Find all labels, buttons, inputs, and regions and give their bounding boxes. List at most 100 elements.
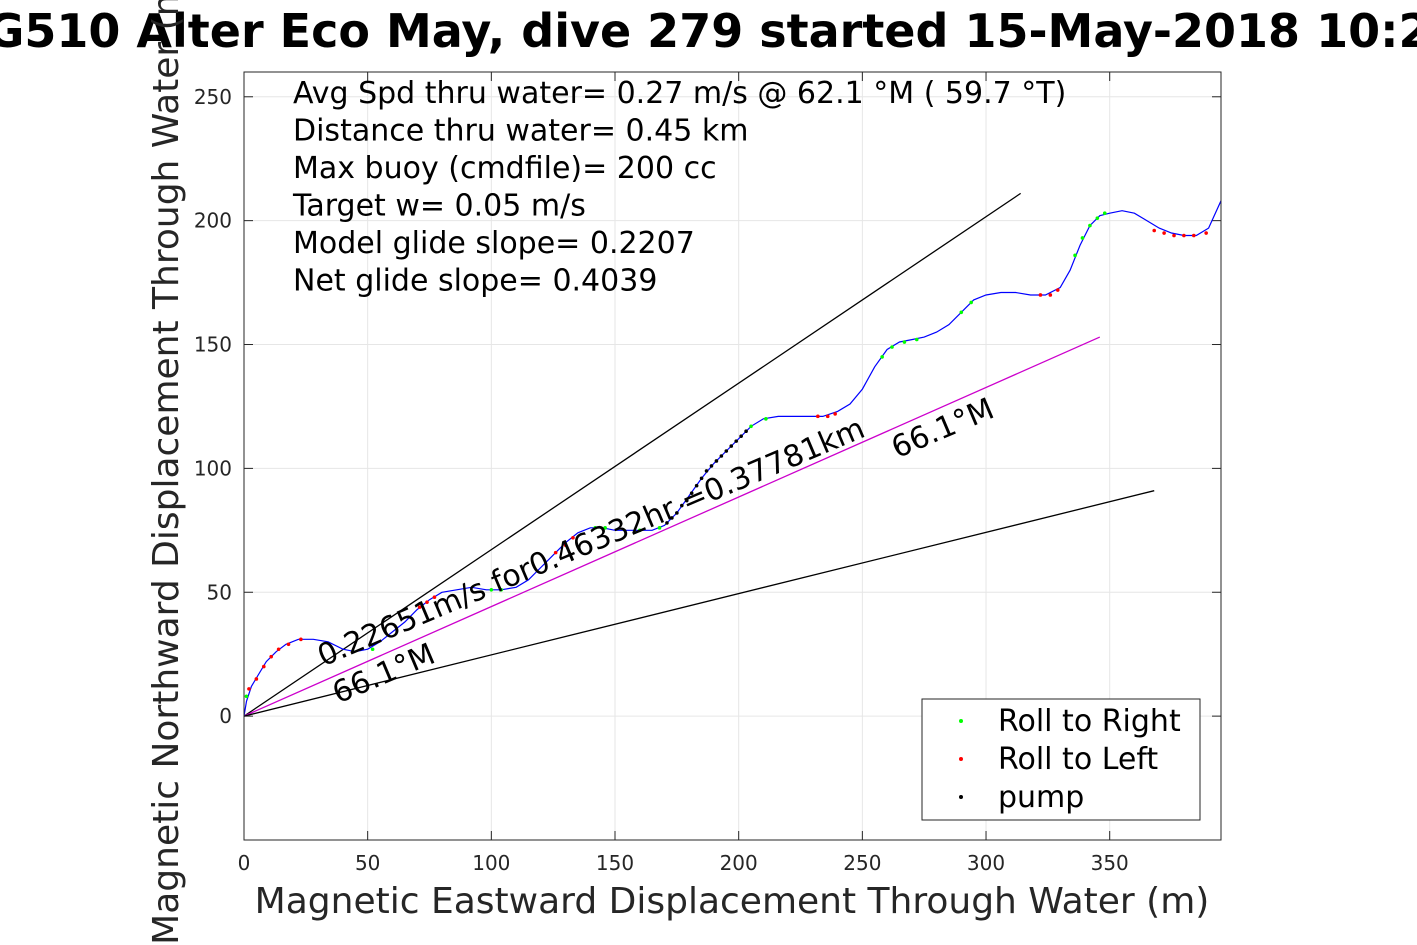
roll-to-right-point-4	[499, 587, 504, 592]
pump-point-3	[679, 503, 684, 508]
pump-point-1	[670, 516, 674, 520]
pump-point-0	[665, 521, 669, 525]
roll-to-left-point-23	[1191, 233, 1196, 238]
roll-to-right-point-6	[603, 526, 607, 530]
roll-to-right-point-11	[880, 355, 884, 359]
roll-to-left-point-15	[833, 412, 837, 416]
roll-to-left-point-6	[299, 637, 303, 642]
info-line-5: Net glide slope= 0.4039	[293, 264, 657, 299]
roll-to-right-point-20	[1095, 216, 1100, 220]
roll-to-left-point-4	[276, 647, 281, 652]
x-tick-label-150: 150	[596, 851, 634, 875]
roll-to-right-point-3	[489, 587, 494, 592]
pump-point-4	[684, 498, 689, 503]
roll-to-right-point-14	[914, 337, 919, 342]
roll-to-left-point-21	[1172, 233, 1176, 238]
legend-label-roll-to-right: Roll to Right	[998, 704, 1181, 739]
roll-to-left-point-11	[563, 543, 568, 547]
roll-to-left-point-1	[254, 677, 259, 681]
roll-to-right-point-5	[593, 526, 598, 530]
legend-marker-roll-to-left	[959, 757, 963, 761]
x-tick-label-250: 250	[843, 851, 881, 875]
roll-to-right-point-13	[902, 340, 907, 344]
roll-to-right-point-9	[749, 424, 753, 429]
y-tick-label-50: 50	[207, 580, 232, 604]
info-line-3: Target w= 0.05 m/s	[292, 189, 586, 224]
x-tick-label-350: 350	[1091, 851, 1129, 875]
roll-to-left-point-3	[269, 654, 274, 659]
legend-label-roll-to-left: Roll to Left	[998, 742, 1158, 777]
roll-to-right-point-18	[1080, 236, 1085, 240]
roll-to-right-point-16	[969, 300, 973, 305]
chart-title: SG510 Alter Eco May, dive 279 started 15…	[0, 4, 1417, 58]
roll-to-right-point-12	[890, 345, 894, 349]
reference-lines	[244, 192, 1155, 717]
roll-to-left-point-0	[247, 687, 251, 691]
pump-point-10	[714, 459, 719, 463]
roll-to-left-point-22	[1182, 233, 1186, 238]
roll-to-left-point-12	[571, 535, 575, 540]
legend-label-pump: pump	[998, 780, 1084, 815]
roll-to-left-point-19	[1152, 228, 1157, 233]
roll-to-left-point-18	[1055, 288, 1060, 292]
reference-line-mean-heading	[244, 336, 1101, 717]
roll-to-left-point-17	[1048, 293, 1053, 297]
roll-to-right-point-17	[1073, 253, 1077, 258]
y-tick-label-100: 100	[194, 456, 232, 480]
pump-point-15	[739, 434, 743, 438]
pump-point-12	[724, 449, 729, 453]
y-tick-label-150: 150	[194, 333, 232, 357]
pump-point-16	[744, 429, 748, 434]
ticks	[243, 72, 1221, 840]
roll-to-left-point-8	[425, 600, 429, 604]
roll-to-left-point-9	[432, 595, 437, 600]
reference-line-lower	[244, 490, 1155, 717]
info-line-2: Max buoy (cmdfile)= 200 cc	[293, 151, 717, 186]
info-line-1: Distance thru water= 0.45 km	[293, 114, 748, 149]
roll-to-right-point-8	[657, 526, 662, 530]
info-text-block: Avg Spd thru water= 0.27 m/s @ 62.1 °M (…	[292, 76, 1066, 299]
pump-point-6	[694, 483, 699, 488]
y-tick-label-0: 0	[219, 704, 232, 728]
roll-to-left-point-14	[825, 414, 830, 419]
pump-point-11	[719, 454, 724, 458]
tick-labels: 0 50 100 150 200 250 300 350 0 50 100 150 200 250	[194, 85, 1129, 875]
x-tick-label-300: 300	[967, 851, 1005, 875]
roll-to-left-point-10	[553, 550, 558, 555]
roll-to-right-point-21	[1102, 211, 1107, 216]
x-axis-label: Magnetic Eastward Displacement Through W…	[255, 881, 1210, 922]
pump-point-8	[704, 469, 709, 473]
roll-to-right-point-10	[764, 417, 768, 421]
roll-to-right-point-7	[637, 528, 642, 533]
info-line-0: Avg Spd thru water= 0.27 m/s @ 62.1 °M (…	[293, 76, 1066, 111]
y-tick-label-250: 250	[194, 85, 232, 109]
legend-marker-roll-to-right	[959, 719, 963, 723]
roll-to-left-point-16	[1038, 293, 1043, 297]
roll-to-right-point-2	[370, 647, 375, 652]
roll-to-left-point-24	[1204, 231, 1208, 235]
pump-point-9	[709, 464, 714, 468]
roll-to-left-point-7	[417, 605, 422, 609]
x-tick-label-0: 0	[238, 851, 251, 875]
roll-to-left-point-20	[1162, 231, 1166, 235]
roll-to-right-point-0	[244, 694, 249, 699]
pump-point-5	[689, 491, 694, 495]
plot-frame	[243, 71, 1222, 841]
x-tick-label-200: 200	[720, 851, 758, 875]
roll-to-left-point-13	[816, 414, 820, 419]
x-tick-label-50: 50	[355, 851, 380, 875]
y-tick-label-200: 200	[194, 209, 232, 233]
pump-point-2	[675, 511, 679, 515]
pump-point-7	[699, 476, 704, 481]
reference-line-upper	[244, 192, 1022, 717]
data-points	[244, 211, 1208, 699]
roll-to-right-point-15	[959, 310, 964, 315]
legend-box	[921, 698, 1201, 821]
info-line-4: Model glide slope= 0.2207	[293, 226, 695, 261]
roll-to-left-point-5	[286, 642, 291, 647]
roll-to-right-point-1	[351, 649, 355, 654]
roll-to-right-point-19	[1088, 223, 1092, 228]
pump-point-13	[729, 444, 734, 448]
